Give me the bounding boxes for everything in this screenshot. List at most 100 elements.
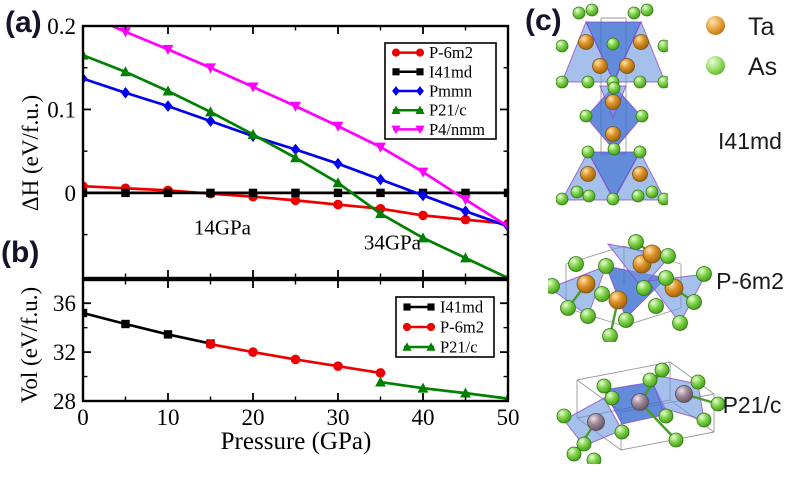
as-atom bbox=[606, 192, 620, 206]
structure-label-p6m2: P-6m2 bbox=[716, 268, 784, 294]
as-atom bbox=[668, 432, 684, 448]
as-atom bbox=[556, 192, 569, 206]
as-atom bbox=[568, 256, 584, 272]
crystal-structure-i41md bbox=[556, 3, 668, 206]
ta-atom bbox=[675, 385, 693, 403]
as-atom bbox=[690, 374, 706, 390]
ta-atom bbox=[580, 166, 596, 182]
legend-label-P21/c: P21/c bbox=[429, 101, 467, 120]
x-tick-label: 0 bbox=[77, 405, 89, 430]
x-tick-label: 30 bbox=[327, 405, 350, 430]
y-tick-label: 36 bbox=[53, 291, 76, 316]
x-tick-label: 40 bbox=[412, 405, 435, 430]
as-atom bbox=[598, 258, 614, 274]
structure-label-p21c: P21/c bbox=[722, 392, 782, 418]
y-tick-label: 0 bbox=[65, 181, 77, 206]
ta-atom bbox=[576, 274, 596, 294]
as-atom bbox=[556, 39, 569, 53]
ta-atom bbox=[587, 413, 605, 431]
x-tick-label: 20 bbox=[242, 405, 265, 430]
as-atom bbox=[642, 372, 658, 388]
as-atom bbox=[602, 328, 618, 342]
as-atom bbox=[628, 234, 644, 250]
as-atom bbox=[579, 109, 593, 123]
as-atom bbox=[657, 192, 668, 206]
as-atom bbox=[631, 189, 645, 203]
as-atom bbox=[570, 185, 584, 199]
as-atom bbox=[607, 81, 621, 95]
as-atom bbox=[614, 424, 630, 440]
crystal-structure-p21c bbox=[556, 361, 726, 464]
as-atom bbox=[596, 378, 612, 394]
x-axis-label-pressure: Pressure (GPa) bbox=[220, 428, 372, 455]
as-sphere-icon bbox=[706, 56, 725, 75]
legend-label-I41md: I41md bbox=[440, 298, 484, 317]
as-atom bbox=[580, 308, 596, 324]
as-atom bbox=[627, 6, 641, 20]
as-atom bbox=[633, 145, 647, 159]
as-atom bbox=[696, 266, 712, 282]
series-P-6m2 bbox=[205, 339, 386, 378]
legend-label-P-6m2: P-6m2 bbox=[429, 43, 473, 62]
ta-atom bbox=[605, 94, 621, 110]
y-tick-label: 32 bbox=[53, 340, 76, 365]
series-P21/c bbox=[375, 376, 508, 401]
as-atom bbox=[594, 286, 610, 302]
as-atom bbox=[586, 452, 602, 464]
crystal-structure-p6m2 bbox=[548, 234, 712, 342]
pressure-charts: 00.10.2P-6m2I41mdPmmnP21/cP4/nmm14GPa34G… bbox=[47, 14, 520, 430]
as-atom bbox=[636, 280, 652, 296]
legend-label-P21/c: P21/c bbox=[440, 338, 478, 357]
x-tick-label: 50 bbox=[497, 405, 520, 430]
ta-atom bbox=[578, 34, 594, 50]
ta-atom bbox=[608, 290, 628, 310]
as-atom bbox=[581, 145, 595, 159]
ta-atom bbox=[619, 58, 635, 74]
plot-area-b bbox=[83, 308, 508, 401]
ta-atom bbox=[631, 393, 649, 411]
ta-legend-label: Ta bbox=[748, 13, 775, 41]
as-atom bbox=[556, 408, 572, 424]
as-atom bbox=[566, 446, 582, 462]
as-atom bbox=[710, 396, 726, 412]
as-atom bbox=[604, 390, 620, 406]
as-atom bbox=[640, 3, 654, 17]
as-atom bbox=[658, 270, 674, 286]
as-atom bbox=[576, 436, 592, 452]
as-atom bbox=[585, 3, 599, 17]
y-axis-label-volume: Vol (eV/f.u.) bbox=[17, 286, 42, 404]
as-atom bbox=[648, 298, 664, 314]
ta-atom bbox=[642, 244, 662, 264]
as-atom bbox=[607, 142, 621, 156]
y-tick-label: 0.1 bbox=[47, 97, 76, 122]
as-atom bbox=[548, 278, 560, 294]
legend-label-I41md: I41md bbox=[429, 62, 473, 81]
as-atom bbox=[581, 75, 595, 89]
ta-atom bbox=[605, 126, 621, 142]
as-atom bbox=[654, 362, 670, 378]
y-tick-label: 0.2 bbox=[47, 14, 76, 39]
as-legend-label: As bbox=[748, 53, 778, 81]
as-atom bbox=[606, 37, 620, 51]
structure-label-i41md: I41md bbox=[718, 128, 782, 154]
as-atom bbox=[658, 408, 674, 424]
y-tick-label: 28 bbox=[53, 389, 76, 414]
annotation: 34GPa bbox=[364, 231, 422, 255]
as-atom bbox=[582, 189, 596, 203]
panel-label-c: (c) bbox=[525, 4, 562, 37]
as-atom bbox=[696, 412, 712, 428]
plot-area-a bbox=[83, 26, 508, 278]
series-I41md bbox=[83, 308, 215, 348]
series-P21/c bbox=[83, 49, 508, 278]
as-atom bbox=[572, 6, 586, 20]
as-atom bbox=[657, 39, 668, 53]
panel-label-b: (b) bbox=[1, 236, 40, 269]
as-atom bbox=[618, 312, 634, 328]
as-atom bbox=[660, 248, 676, 264]
as-atom bbox=[645, 185, 659, 199]
as-atom bbox=[635, 109, 649, 123]
ta-atom bbox=[633, 34, 649, 50]
